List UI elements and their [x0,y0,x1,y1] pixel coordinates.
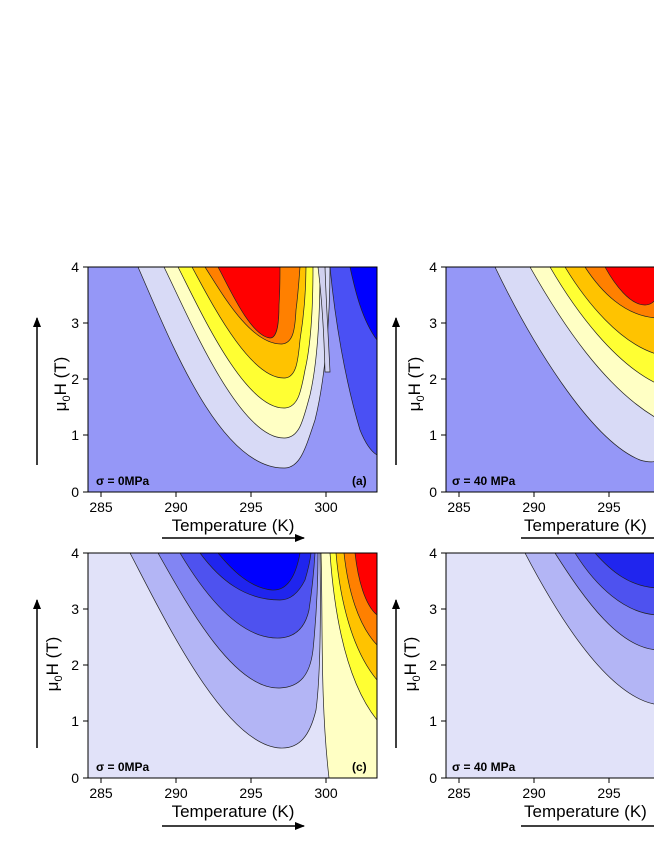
panel-a-y-tick: 1 [71,427,79,443]
panel-d-x-tick: 295 [597,785,621,801]
panel-a-y-tick: 0 [71,484,79,500]
panel-b-x-tick: 295 [597,499,621,515]
panel-c: σ = 0MPa (c) 285 290 295 300 Temperature… [33,545,378,830]
panel-b-y-axis: 4 3 2 1 0 μ0H (T) [392,259,446,500]
panel-a-label: (a) [352,474,367,488]
panel-c-contours [88,553,377,778]
panel-d-y-tick: 1 [429,713,437,729]
panel-c-y-tick: 1 [71,713,79,729]
panel-b-y-tick: 2 [429,371,437,387]
panel-b-y-tick: 1 [429,427,437,443]
panel-d-y-tick: 3 [429,601,437,617]
panel-a-y-tick: 3 [71,315,79,331]
panel-c-x-axis: 285 290 295 300 Temperature (K) [89,778,338,830]
panel-d-contours [446,553,654,778]
contour-level-a-6 [217,267,281,339]
panel-b-x-title: Temperature (K) [524,516,647,535]
panel-a-y-tick: 2 [71,371,79,387]
panel-c-y-tick: 3 [71,601,79,617]
panel-d-x-title: Temperature (K) [524,802,647,821]
panel-c-x-tick: 285 [89,785,113,801]
panel-c-y-title: μ0H (T) [43,637,65,692]
panel-b-y-title: μ0H (T) [405,357,427,412]
panel-d-y-tick: 0 [429,770,437,786]
panel-c-x-title: Temperature (K) [172,802,295,821]
panel-d-x-axis: 285 290 295 Temperature (K) [447,778,654,827]
panel-d-x-tick: 290 [522,785,546,801]
panel-d-x-tick: 285 [447,785,471,801]
panel-d: σ = 40 MPa 285 290 295 Temperature (K) 4… [392,545,654,827]
panel-a: σ = 0MPa (a) 285 290 295 300 Temperature… [33,259,378,542]
contour-level-b-6 [604,267,654,306]
panel-a-x-title: Temperature (K) [172,516,295,535]
panel-b-x-tick: 290 [522,499,546,515]
panel-a-y-title: μ0H (T) [51,357,73,412]
panel-d-y-tick: 4 [429,545,437,561]
panel-a-x-tick: 285 [89,499,113,515]
panel-a-y-tick: 4 [71,259,79,275]
panel-c-y-axis: 4 3 2 1 0 μ0H (T) [33,545,88,786]
panel-d-y-tick: 2 [429,657,437,673]
contour-level-c-5 [217,553,301,591]
panel-b: σ = 40 MPa 285 290 295 Temperature (K) 4… [392,259,654,539]
panel-c-y-tick: 2 [71,657,79,673]
panel-c-y-tick: 0 [71,770,79,786]
panel-d-y-axis: 4 3 2 1 0 μ0H (T) [392,545,446,786]
panel-b-x-axis: 285 290 295 Temperature (K) [447,492,654,539]
panel-a-condition: σ = 0MPa [96,474,150,488]
panel-a-contours [88,267,377,492]
panel-a-x-tick: 290 [164,499,188,515]
panel-a-y-axis: 4 3 2 1 0 μ0H (T) [33,259,88,500]
panel-b-condition: σ = 40 MPa [452,474,516,488]
panel-c-label: (c) [352,760,367,774]
panel-d-condition: σ = 40 MPa [452,760,516,774]
panel-a-x-tick: 300 [314,499,338,515]
panel-a-x-axis: 285 290 295 300 Temperature (K) [89,492,338,542]
panel-b-y-tick: 3 [429,315,437,331]
panel-b-y-tick: 4 [429,259,437,275]
panel-a-x-tick: 295 [239,499,263,515]
contour-level-a-7 [317,267,331,373]
panel-d-y-title: μ0H (T) [401,637,423,692]
panel-c-x-tick: 290 [164,785,188,801]
panel-c-y-tick: 4 [71,545,79,561]
panel-b-contours [446,267,654,492]
panel-b-x-tick: 285 [447,499,471,515]
panel-b-y-tick: 0 [429,484,437,500]
panel-c-x-tick: 295 [239,785,263,801]
contour-level-d-4 [594,553,654,588]
panel-c-x-tick: 300 [314,785,338,801]
panel-c-condition: σ = 0MPa [96,760,150,774]
